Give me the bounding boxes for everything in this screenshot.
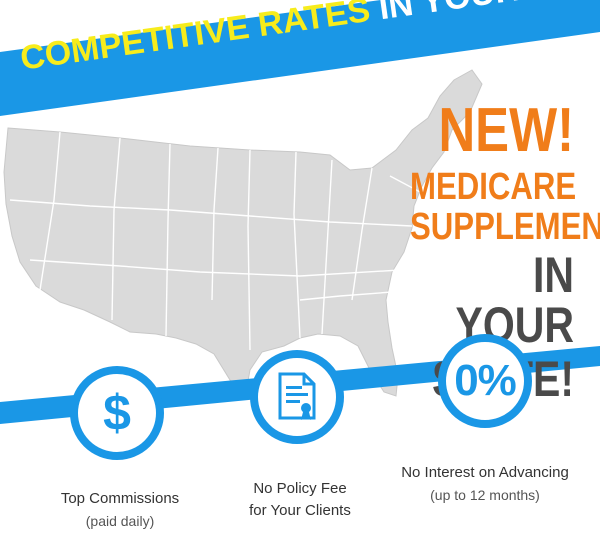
dollar-symbol: $ (103, 385, 131, 441)
promo-headline: NEW! MEDICARE SUPPLEMENT IN YOUR STATE! (410, 96, 600, 405)
feature-subtitle: (paid daily) (85, 513, 155, 529)
headline-new: NEW! (438, 96, 574, 165)
zero-percent-icon: 0% (438, 334, 532, 428)
us-map (3, 69, 483, 397)
feature-title: No Policy Fee (253, 480, 347, 497)
banner-bar (0, 0, 600, 116)
headline-supplement: SUPPLEMENT (410, 206, 600, 248)
map-state-lines (9, 131, 441, 351)
document-certificate-icon (278, 372, 316, 420)
feature-title: Top Commissions (60, 490, 180, 507)
feature-subtitle: (up to 12 months) (430, 487, 540, 503)
feature-no-interest: No Interest on Advancing (up to 12 month… (390, 462, 580, 506)
dollar-sign-icon: $ (70, 366, 164, 460)
policy-document-icon (250, 350, 344, 444)
feature-title: No Interest on Advancing (401, 464, 569, 481)
zero-percent-symbol: 0% (454, 356, 517, 405)
feature-top-commissions: Top Commissions (paid daily) (40, 488, 200, 532)
headline-in-your: IN YOUR (455, 247, 574, 353)
headline-medicare: MEDICARE (410, 166, 577, 208)
feature-no-policy-fee: No Policy Fee for Your Clients (220, 478, 380, 522)
feature-subtitle: for Your Clients (249, 502, 351, 519)
